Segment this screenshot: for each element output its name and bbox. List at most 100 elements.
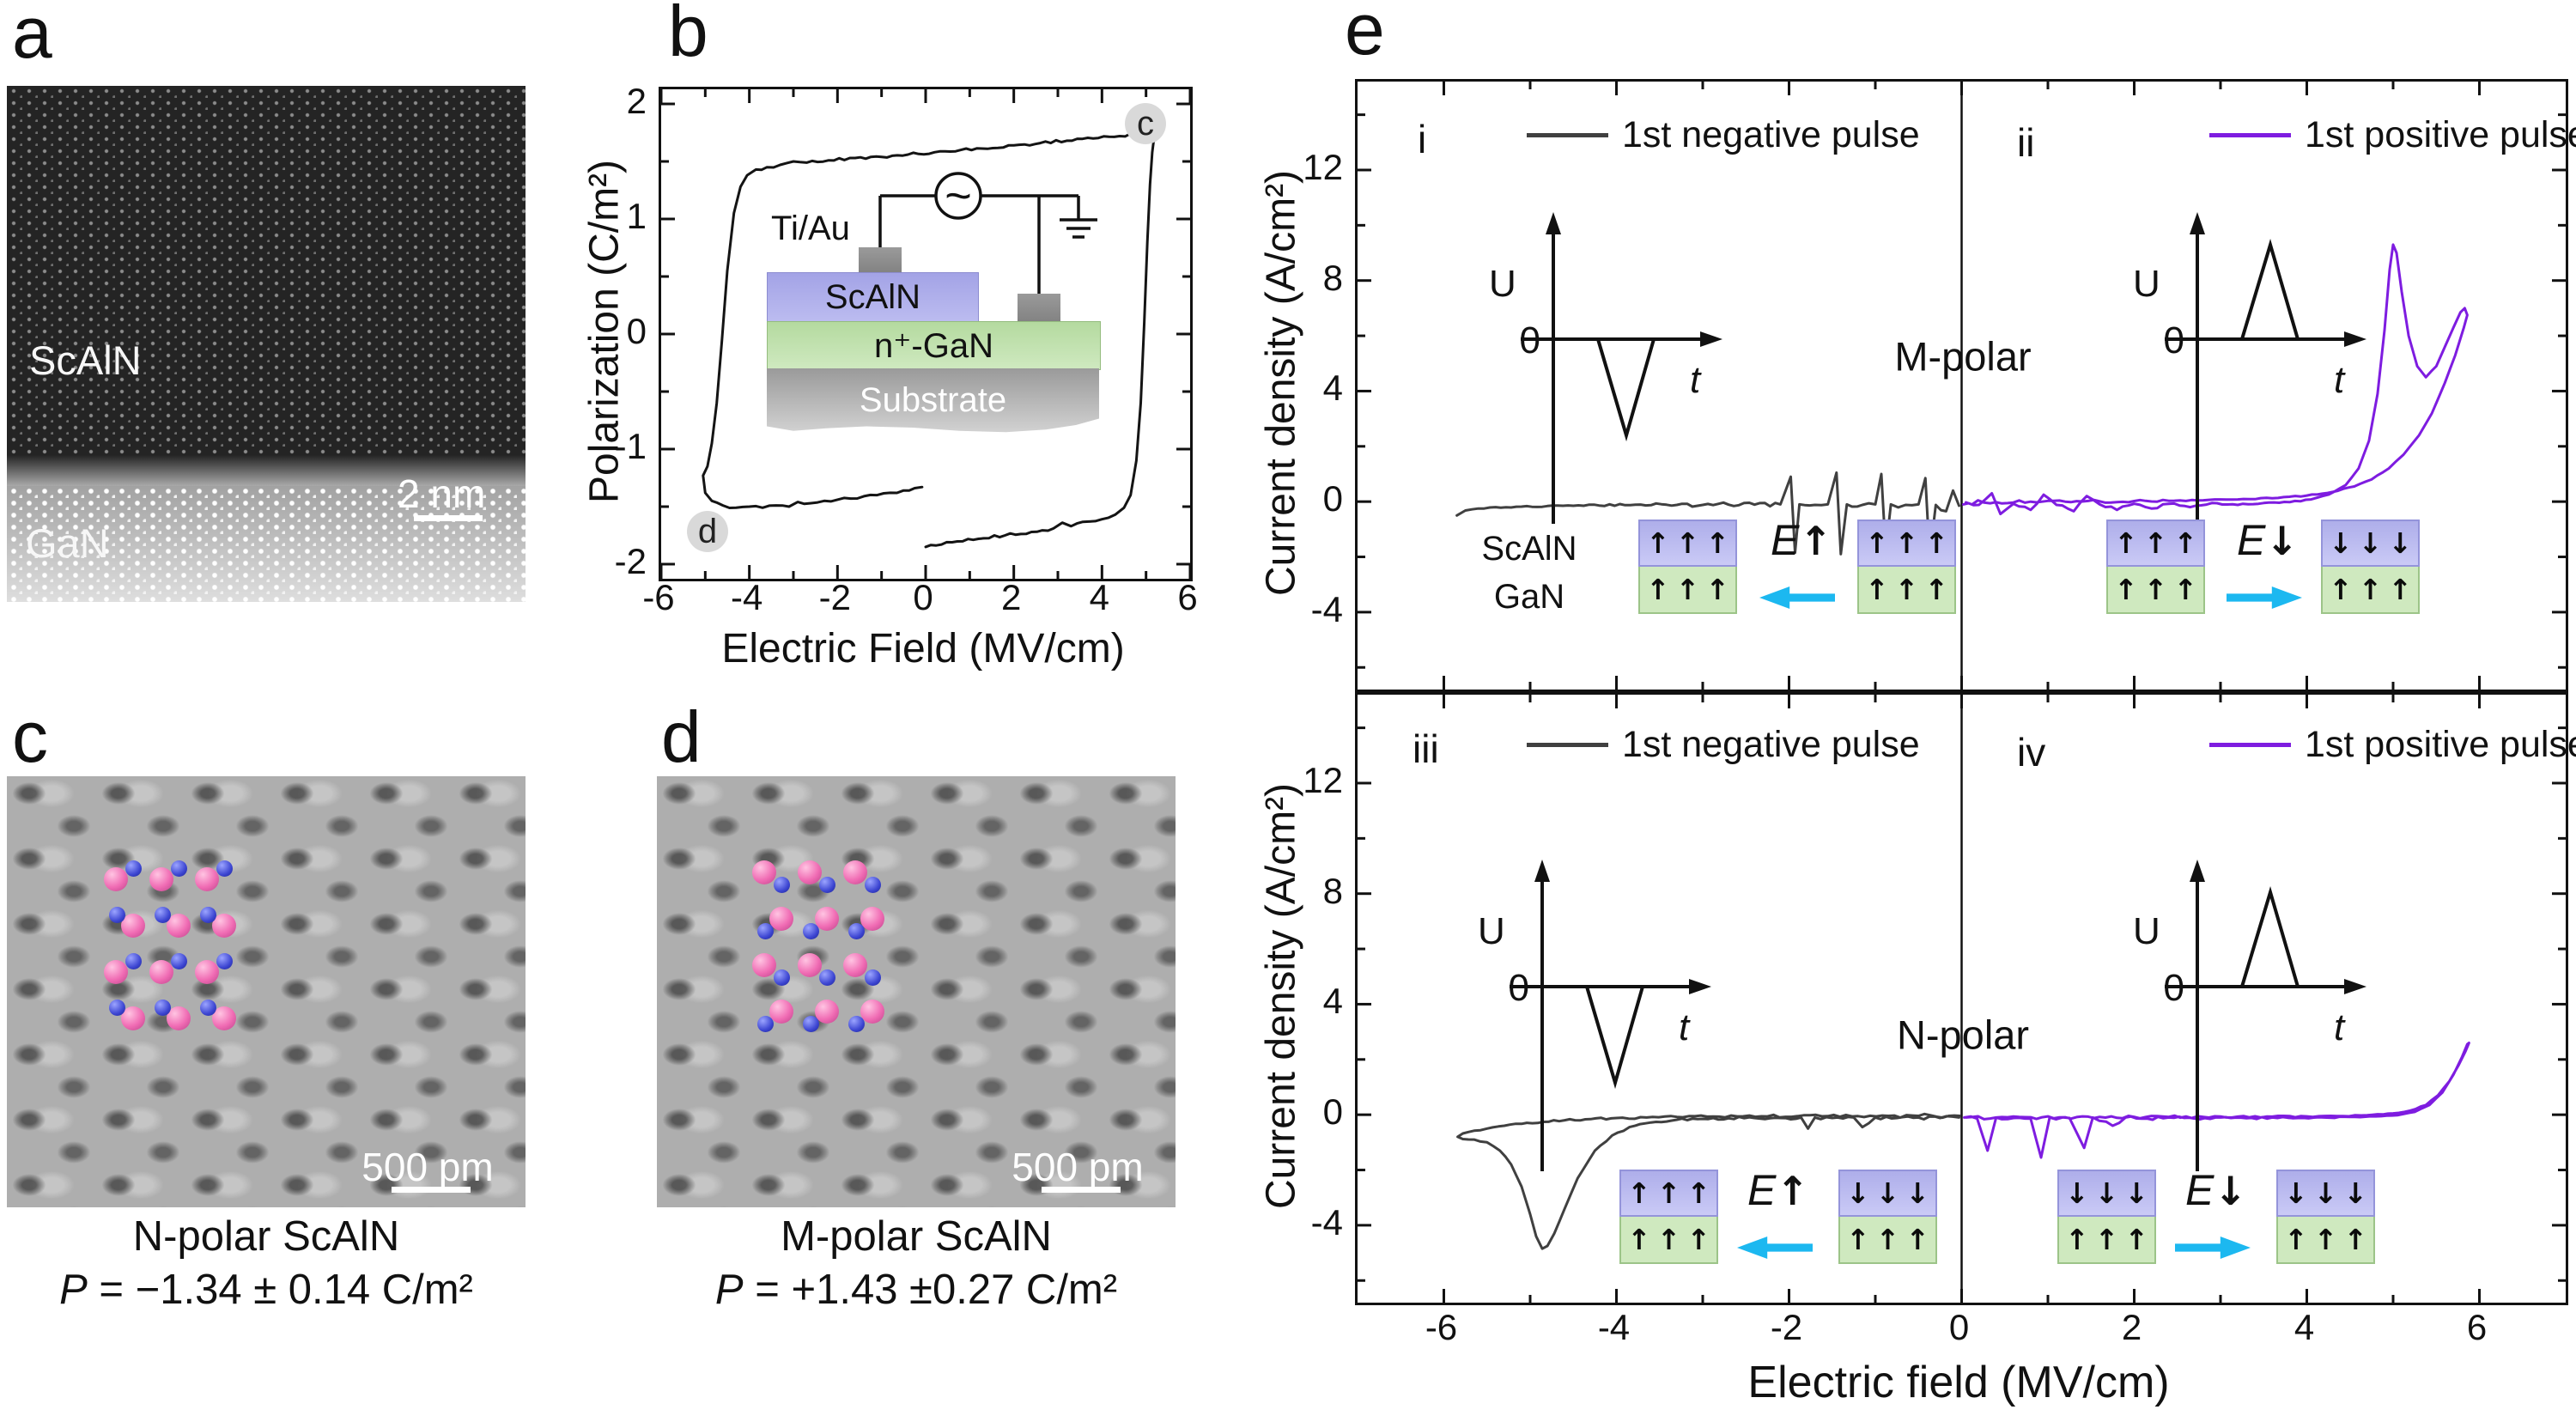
series-1st-negative-pulse <box>1455 471 1960 558</box>
p-value: = +1.43 ±0.27 C/m² <box>743 1267 1118 1313</box>
u-label: U <box>1489 263 1516 305</box>
legend-positive-pulse: 1st positive pulse <box>2209 724 2576 766</box>
e-field-label-up: E↑ <box>1747 1166 1809 1214</box>
tick-label: 2 <box>2121 1307 2142 1347</box>
nitrogen-atom-icon <box>171 953 187 969</box>
zero-label: 0 <box>1520 319 1540 362</box>
nitrogen-atom-icon <box>155 1000 171 1016</box>
nitrogen-atom-icon <box>819 969 835 986</box>
legend-negative-pulse: 1st negative pulse <box>1527 724 1920 766</box>
t-label: t <box>1690 359 1702 401</box>
t-label: t <box>2334 1006 2346 1048</box>
panel-c-label: c <box>12 696 48 777</box>
pe-hysteresis-plot: ScAlN n⁺-GaN Substrate Ti/Au ~ c d <box>659 87 1193 581</box>
metal-atom-icon <box>798 860 822 884</box>
e-xlabel: Electric field (MV/cm) <box>1747 1358 2170 1407</box>
legend-line-purple <box>2209 133 2291 137</box>
nitrogen-atom-icon <box>848 923 865 939</box>
tick-label: -2 <box>614 540 647 581</box>
pulse-inset-negative: U 0 t <box>1478 860 1711 1171</box>
scalebar-label: 500 pm <box>361 1145 494 1189</box>
polarization-arrows: ↑↑↑ <box>2329 573 2418 606</box>
pulse-inset-positive: U 0 t <box>2133 860 2366 1171</box>
stack-iii-after: ↑↑↑ ↑↑↑ <box>1619 1170 1718 1264</box>
marker-d: d <box>687 511 728 552</box>
je-plot-m-polar: i ii 1st negative pulse 1st positive pul… <box>1355 79 2576 692</box>
legend-positive-pulse: 1st positive pulse <box>2209 114 2576 156</box>
tick-label: 8 <box>1322 870 1343 911</box>
pulse-inset-negative: U 0 t <box>1489 212 1722 524</box>
nitrogen-atom-icon <box>171 860 187 877</box>
n-polar-label: N-polar <box>1896 1012 2030 1058</box>
nitrogen-atom-icon <box>216 860 233 877</box>
je-plot-n-polar: iii iv 1st negative pulse 1st positive p… <box>1355 692 2576 1305</box>
gan-layer-label: GaN <box>26 520 109 566</box>
e-field-label-up: E↑ <box>1771 516 1832 564</box>
metal-atom-icon <box>195 960 219 984</box>
p-value: = −1.34 ± 0.14 C/m² <box>87 1267 473 1313</box>
scalebar-line <box>392 1187 471 1193</box>
metal-atom-icon <box>843 953 867 977</box>
nitrogen-atom-icon <box>109 907 125 923</box>
quadrant-ii-label: ii <box>2017 120 2035 165</box>
device-substrate-layer: Substrate <box>767 368 1099 433</box>
polarization-arrows: ↑↑↑ <box>1646 573 1735 606</box>
scalebar-label: 2 nm <box>398 471 486 516</box>
metal-atom-icon <box>769 907 793 931</box>
tick-label: 2 <box>1000 577 1022 617</box>
stem-image-scaln-gan: ScAlN GaN 2 nm <box>7 86 526 602</box>
scalebar-line <box>1042 1187 1121 1193</box>
stack-material-labels: ScAlN GaN <box>1448 525 1611 621</box>
nitrogen-atom-icon <box>125 860 142 877</box>
metal-atom-icon <box>149 867 173 891</box>
tick-label: 0 <box>1322 478 1343 520</box>
t-label: t <box>1679 1006 1691 1048</box>
e-field-label-down: E↓ <box>2237 516 2299 564</box>
zero-label: 0 <box>2164 967 2184 1009</box>
t-label: t <box>2334 359 2346 401</box>
metal-atom-icon <box>815 1000 839 1024</box>
b-xlabel: Electric Field (MV/cm) <box>721 626 1125 671</box>
polarization-arrows: ↑↑↑ <box>1865 526 1954 560</box>
marker-c: c <box>1125 103 1166 144</box>
metal-atom-icon <box>195 867 219 891</box>
tick-label: -4 <box>1310 588 1343 629</box>
legend-text: 1st positive pulse <box>2305 114 2576 155</box>
metal-atom-icon <box>167 914 191 938</box>
tick-label: 4 <box>2293 1307 2315 1347</box>
nitrogen-atom-icon <box>216 953 233 969</box>
metal-atom-icon <box>860 1000 884 1024</box>
scaln-layer-label: ScAlN <box>29 337 142 383</box>
device-bottom-electrode <box>1018 294 1060 321</box>
legend-line-gray <box>1527 133 1608 137</box>
quadrant-iv-label: iv <box>2017 730 2046 775</box>
metal-atom-icon <box>167 1006 191 1030</box>
legend-text: 1st negative pulse <box>1622 114 1920 155</box>
nitrogen-atom-icon <box>200 1000 216 1016</box>
metal-atom-icon <box>769 1000 793 1024</box>
tick-label: -4 <box>1310 1201 1343 1243</box>
metal-atom-icon <box>752 860 776 884</box>
nitrogen-atom-icon <box>125 953 142 969</box>
e-field-label-down: E↓ <box>2185 1166 2247 1214</box>
stack-iv-after: ↓↓↓ ↑↑↑ <box>2276 1170 2375 1264</box>
nitrogen-atom-icon <box>803 1016 819 1032</box>
haadf-image-n-polar: 500 pm <box>7 776 526 1207</box>
gan-label: GaN <box>1493 578 1565 616</box>
haadf-image-m-polar: 500 pm <box>657 776 1176 1207</box>
polarization-arrows: ↑↑↑ <box>1646 526 1735 560</box>
metal-atom-icon <box>121 914 145 938</box>
stem-scaln-region <box>7 86 526 455</box>
panel-e-label: e <box>1345 0 1385 70</box>
tick-label: 4 <box>1089 577 1110 617</box>
stack-iii-before: ↓↓↓ ↑↑↑ <box>1838 1170 1937 1264</box>
metal-atom-icon <box>104 867 128 891</box>
polarization-arrows: ↑↑↑ <box>1865 573 1954 606</box>
caption-n-polar-value: P = −1.34 ± 0.14 C/m² <box>59 1266 473 1314</box>
stack-iv-before: ↓↓↓ ↑↑↑ <box>2057 1170 2156 1264</box>
nitrogen-atom-icon <box>109 1000 125 1016</box>
tick-label: 12 <box>1303 146 1343 187</box>
nitrogen-atom-icon <box>803 923 819 939</box>
e-bottom-ylabel: Current density (A/cm²) <box>1258 782 1304 1210</box>
